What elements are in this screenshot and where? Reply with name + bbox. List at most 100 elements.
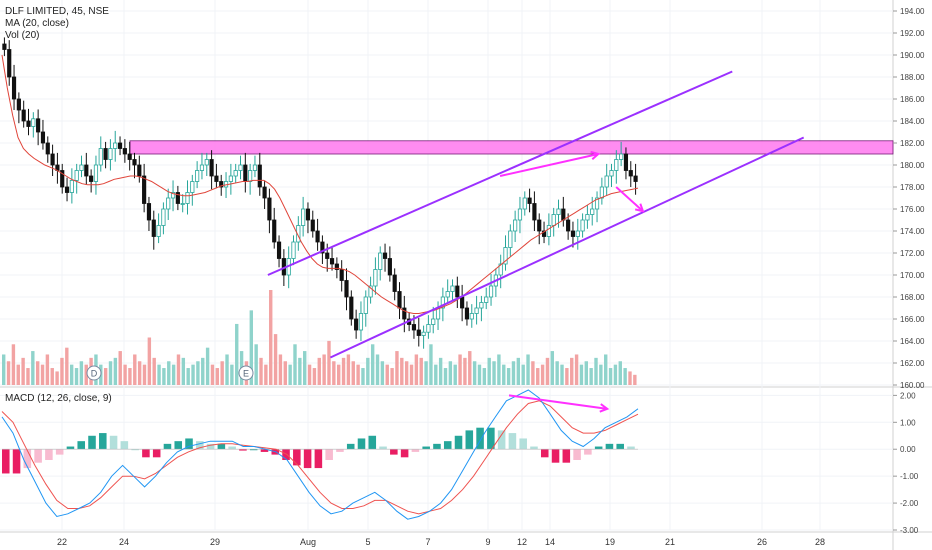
macd-hist-bar: [303, 449, 312, 469]
candle-body: [373, 269, 378, 287]
macd-hist-bar: [422, 446, 430, 450]
symbol-title: DLF LIMITED, 45, NSE: [5, 6, 109, 17]
candle-body: [262, 186, 267, 199]
candle-body: [464, 307, 470, 320]
time-axis[interactable]: 22 24 29 Aug 5 7 9 12 14 19 21 26 28: [57, 537, 825, 547]
macd-hist-bar: [508, 433, 517, 450]
candle-body: [349, 296, 354, 320]
volume-bar: [288, 364, 292, 385]
candle-body: [445, 291, 450, 298]
macd-hist-bar: [487, 427, 495, 450]
macd-hist-bar: [131, 449, 139, 451]
volume-bar: [45, 354, 50, 385]
macd-tick-label: 2.00: [900, 391, 916, 400]
candle-body: [431, 318, 436, 325]
resistance-zone[interactable]: [129, 140, 894, 155]
arrows[interactable]: [499, 150, 645, 213]
volume-bar: [511, 361, 516, 385]
macd-hist-bar: [142, 449, 150, 458]
candle-body: [161, 208, 166, 226]
price-tick-label: 166.00: [900, 315, 925, 324]
volume-bar: [254, 344, 258, 385]
price-tick-label: 190.00: [900, 51, 925, 60]
price-tick-label: 168.00: [900, 293, 925, 302]
candles[interactable]: [2, 37, 638, 349]
volume-bar: [361, 368, 365, 385]
volume-bar: [608, 368, 613, 385]
price-tick-label: 160.00: [900, 381, 925, 390]
time-tick-label: 7: [425, 537, 430, 547]
macd-hist-bar: [185, 438, 193, 450]
candle-body: [291, 241, 296, 259]
candle-body: [594, 197, 600, 210]
macd-tick-label: 1.00: [900, 418, 916, 427]
candle-body: [498, 263, 503, 276]
arrow-head: [634, 203, 645, 213]
volume-bar: [618, 361, 622, 385]
price-tick-label: 180.00: [900, 161, 925, 170]
time-tick-label: 14: [545, 537, 555, 547]
time-tick-label: 22: [57, 537, 67, 547]
candle-body: [248, 170, 253, 182]
volume-bar: [128, 368, 132, 385]
volume-bar: [526, 354, 530, 385]
volume-bar: [84, 364, 88, 385]
candle-body: [50, 153, 55, 166]
candle-body: [614, 159, 619, 171]
candle-body: [575, 230, 580, 237]
volume-bar: [506, 368, 511, 385]
price-tick-label: 174.00: [900, 227, 925, 236]
macd-hist-bar: [88, 435, 96, 450]
candle-body: [320, 241, 325, 254]
candle-body: [411, 324, 417, 331]
volume-bar: [186, 368, 190, 385]
candle-body: [137, 164, 142, 177]
volume-bar: [60, 357, 64, 385]
candle-body: [69, 179, 74, 193]
channel-lines[interactable]: [267, 70, 805, 359]
arrow-line: [615, 186, 644, 212]
macd-hist-bar: [23, 449, 32, 469]
volume-bar: [210, 364, 215, 385]
volume-bar: [604, 354, 608, 385]
volume-bar: [375, 354, 380, 385]
volume-bar: [472, 361, 477, 385]
macd-axis[interactable]: 2.00 1.00 0.00 -1.00 -2.00 -3.00: [893, 391, 919, 535]
candle-body: [209, 159, 214, 177]
candle-body: [541, 230, 547, 237]
moving-average: [1, 54, 639, 314]
volume-bar: [463, 357, 467, 385]
event-label: D: [91, 369, 98, 379]
candle-body: [93, 164, 99, 182]
volume-bar: [516, 357, 521, 385]
candle-body: [469, 313, 474, 320]
volume-bar: [74, 368, 79, 385]
candle-body: [219, 181, 224, 188]
candle-body: [479, 302, 484, 309]
price-axis[interactable]: 160.00 162.00 164.00 166.00 168.00 170.00 172.…: [893, 7, 925, 390]
macd-hist-bar: [45, 449, 53, 460]
volume-bar: [487, 357, 491, 385]
volume-bar: [278, 354, 283, 385]
candle-body: [561, 208, 566, 221]
macd-hist-bar: [293, 449, 301, 466]
macd-arrow[interactable]: [508, 394, 610, 413]
candle-body: [228, 175, 233, 182]
volume-bar: [322, 354, 326, 385]
candle-body: [26, 120, 31, 127]
candle-body: [175, 192, 180, 204]
candle-body: [551, 214, 556, 226]
price-tick-label: 162.00: [900, 359, 925, 368]
channel-line: [329, 136, 805, 359]
volume-bar: [565, 368, 569, 385]
candle-body: [170, 192, 176, 199]
price-tick-label: 176.00: [900, 205, 925, 214]
macd-hist-bar: [163, 443, 172, 450]
candle-body: [488, 285, 494, 298]
candle-body: [64, 186, 70, 193]
candle-body: [416, 329, 421, 336]
candle-body: [2, 43, 7, 50]
macd-hist-bar: [99, 433, 107, 450]
